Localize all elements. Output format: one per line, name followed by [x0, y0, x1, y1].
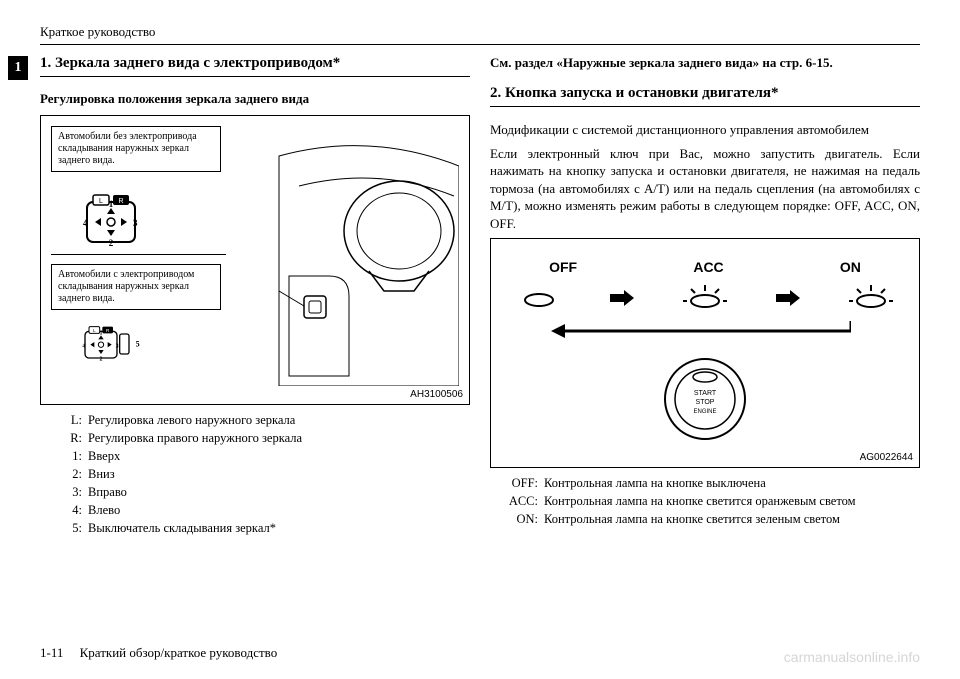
right-column: См. раздел «Наружные зеркала заднего вид…	[490, 55, 920, 539]
mode-off-label: OFF	[549, 259, 577, 275]
legend-key: ON:	[500, 512, 544, 527]
legend-val: Регулировка левого наружного зеркала	[88, 413, 470, 428]
figure-1-code: AH3100506	[410, 389, 463, 400]
section-1-title: 1. Зеркала заднего вида с электроприводо…	[40, 55, 470, 77]
legend-key: 5:	[50, 521, 88, 536]
header-text: Краткое руководство	[40, 24, 155, 39]
legend-val: Вверх	[88, 449, 470, 464]
mirror-switch-icon-2: L R 1 2 3 4 5	[81, 326, 141, 363]
legend-val: Контрольная лампа на кнопке светится зел…	[544, 512, 920, 527]
left-column: 1. Зеркала заднего вида с электроприводо…	[40, 55, 470, 539]
svg-text:ENGINE: ENGINE	[693, 409, 716, 415]
legend-key: OFF:	[500, 476, 544, 491]
figure-mirror-switch: Автомобили без электропривода складывани…	[40, 115, 470, 405]
dashboard-sketch	[269, 136, 459, 386]
legend-val: Влево	[88, 503, 470, 518]
legend-val: Вправо	[88, 485, 470, 500]
mode-on-label: ON	[840, 259, 861, 275]
legend-val: Контрольная лампа на кнопке выключена	[544, 476, 920, 491]
legend-val: Контрольная лампа на кнопке светится ора…	[544, 494, 920, 509]
svg-text:1: 1	[100, 331, 103, 337]
arrow-right-icon	[610, 290, 634, 306]
legend-key: L:	[50, 413, 88, 428]
footer-title: Краткий обзор/краткое руководство	[80, 645, 278, 660]
watermark: carmanualsonline.info	[784, 649, 920, 665]
legend-key: 2:	[50, 467, 88, 482]
svg-text:L: L	[99, 198, 103, 205]
callout-with-fold: Автомобили с электроприводом складывания…	[51, 264, 221, 310]
page-number: 1-11	[40, 645, 63, 660]
mirror-switch-icon-1: L R 1 2 3 4	[81, 194, 141, 249]
svg-text:3: 3	[133, 218, 138, 228]
figure-engine-button: OFF ACC ON	[490, 238, 920, 468]
legend-key: 4:	[50, 503, 88, 518]
svg-text:L: L	[93, 328, 96, 333]
para-2: Если электронный ключ при Вас, можно зап…	[490, 145, 920, 233]
svg-text:4: 4	[82, 343, 85, 349]
figure-divider	[51, 254, 226, 255]
mode-acc-label: ACC	[693, 259, 723, 275]
tab-number: 1	[15, 60, 22, 76]
svg-text:4: 4	[83, 218, 88, 228]
return-arrow-icon	[551, 321, 851, 341]
arrow-right-icon	[776, 290, 800, 306]
svg-text:START: START	[694, 390, 717, 397]
page-footer: 1-11 Краткий обзор/краткое руководство	[40, 645, 277, 661]
legend-2: OFF:Контрольная лампа на кнопке выключен…	[500, 476, 920, 527]
lamp-off-icon	[519, 286, 559, 310]
para-1: Модификации с системой дистанционного уп…	[490, 121, 920, 139]
legend-key: 1:	[50, 449, 88, 464]
engine-start-button-icon: START STOP ENGINE	[663, 357, 747, 441]
legend-1: L:Регулировка левого наружного зеркала R…	[50, 413, 470, 536]
legend-val: Вниз	[88, 467, 470, 482]
callout-no-fold: Автомобили без электропривода складывани…	[51, 126, 221, 172]
legend-val: Выключатель складывания зеркал*	[88, 521, 470, 536]
chapter-tab: 1	[8, 56, 28, 80]
svg-text:5: 5	[136, 340, 140, 349]
section-1-subhead: Регулировка положения зеркала заднего ви…	[40, 91, 470, 107]
legend-key: R:	[50, 431, 88, 446]
svg-text:1: 1	[109, 199, 114, 209]
svg-text:STOP: STOP	[696, 399, 715, 406]
svg-text:2: 2	[109, 238, 114, 248]
legend-key: ACC:	[500, 494, 544, 509]
figure-2-code: AG0022644	[860, 452, 913, 463]
svg-text:2: 2	[100, 357, 103, 363]
section-2-title: 2. Кнопка запуска и остановки двигателя*	[490, 85, 920, 107]
lamp-on-icon	[849, 283, 893, 313]
svg-text:3: 3	[116, 343, 119, 349]
legend-key: 3:	[50, 485, 88, 500]
cross-ref: См. раздел «Наружные зеркала заднего вид…	[490, 55, 920, 71]
svg-text:R: R	[118, 198, 123, 205]
lamp-acc-icon	[683, 283, 727, 313]
page-header: Краткое руководство	[40, 24, 920, 45]
legend-val: Регулировка правого наружного зеркала	[88, 431, 470, 446]
